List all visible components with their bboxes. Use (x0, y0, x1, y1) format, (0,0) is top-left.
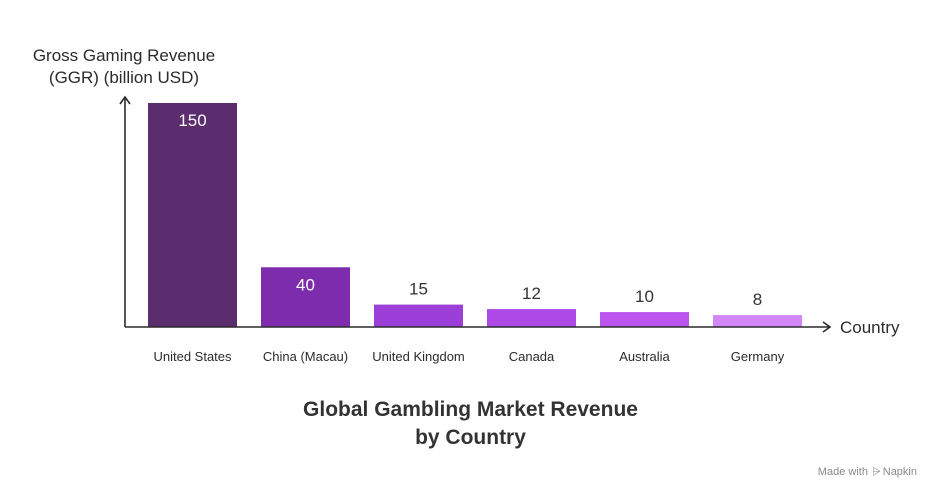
x-axis-arrow-icon (822, 321, 832, 333)
chart-title-line-2: by Country (415, 426, 526, 449)
x-tick-label: United States (153, 349, 232, 364)
chart-title: Global Gambling Market Revenue by Countr… (0, 396, 941, 452)
x-tick-label: Germany (731, 349, 785, 364)
watermark-brand: Napkin (882, 466, 917, 478)
x-axis-label: Country (840, 318, 900, 337)
y-axis-label: Gross Gaming Revenue (GGR) (billion USD) (14, 45, 234, 89)
tick-labels-group: United States China (Macau) United Kingdom… (153, 349, 784, 364)
watermark[interactable]: Made with ⩥ Napkin (818, 466, 917, 479)
bar-value-label: 12 (522, 284, 541, 303)
napkin-logo-icon: ⩥ (871, 466, 881, 478)
bars-group (148, 103, 802, 327)
bar-value-label: 15 (409, 280, 428, 299)
watermark-prefix: Made with (817, 466, 868, 478)
y-axis-label-line-2: (GGR) (billion USD) (48, 68, 200, 87)
bar-united-states (148, 103, 237, 327)
bar-canada (487, 309, 576, 327)
bar-value-label: 40 (296, 275, 315, 294)
x-tick-label: Australia (619, 349, 670, 364)
bar-value-label: 150 (178, 111, 206, 130)
bar-china-macau (261, 267, 350, 327)
x-tick-label: China (Macau) (263, 349, 348, 364)
bar-value-label: 8 (753, 290, 762, 309)
bar-germany (713, 315, 802, 327)
y-axis-label-line-1: Gross Gaming Revenue (32, 46, 216, 65)
bar-value-label: 10 (635, 287, 654, 306)
x-tick-label: United Kingdom (372, 349, 465, 364)
value-labels-group: 150 40 15 12 10 8 (178, 111, 762, 309)
bar-australia (600, 312, 689, 327)
bar-united-kingdom (374, 304, 463, 327)
x-tick-label: Canada (509, 349, 555, 364)
chart-title-line-1: Global Gambling Market Revenue (303, 398, 638, 421)
y-axis-arrow-icon (119, 95, 131, 105)
